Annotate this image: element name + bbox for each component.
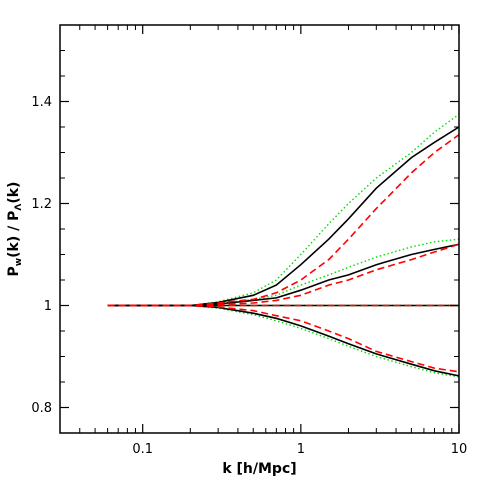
x-tick-label: 10 xyxy=(451,442,468,457)
series-line-10-dashed xyxy=(107,304,460,373)
plot-frame xyxy=(59,24,460,434)
series-line-0-solid xyxy=(107,126,460,307)
series-line-2-dotted xyxy=(107,113,460,307)
series-layer xyxy=(107,113,460,378)
y-tick-label: 1.4 xyxy=(31,95,52,110)
series-line-3-solid xyxy=(107,243,460,307)
tick-layer: 0.1 1 10 0.8 1 1.2 1.4 xyxy=(31,24,468,457)
y-axis-label: Pw(k) / PΛ(k) xyxy=(6,182,24,277)
y-tick-label: 1 xyxy=(44,299,52,314)
y-tick-label: 0.8 xyxy=(31,401,52,416)
y-tick-label: 1.2 xyxy=(31,197,52,212)
series-line-5-dotted xyxy=(107,238,460,307)
series-line-9-solid xyxy=(107,304,460,377)
x-tick-label: 1 xyxy=(297,442,305,457)
series-line-11-dotted xyxy=(107,304,460,378)
x-tick-label: 0.1 xyxy=(132,442,153,457)
x-axis-label: k [h/Mpc] xyxy=(222,461,296,477)
